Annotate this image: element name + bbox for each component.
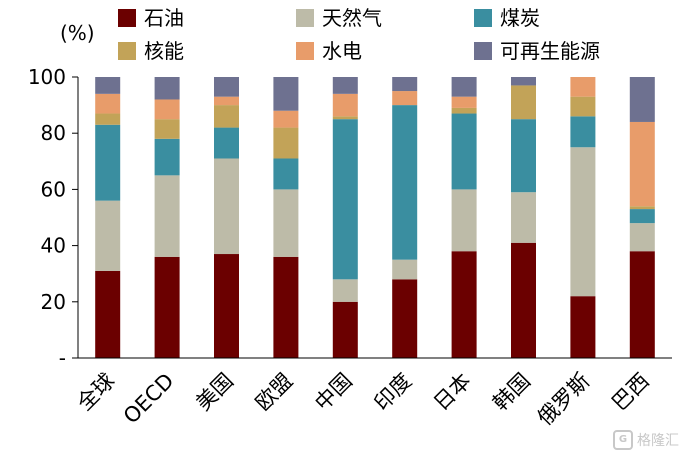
watermark-logo-icon: G <box>613 430 633 450</box>
bar-segment-0-5 <box>95 77 121 94</box>
bar-segment-2-1 <box>214 158 239 255</box>
legend-label-4: 水电 <box>322 39 362 63</box>
bar-segment-2-3 <box>214 105 239 128</box>
bar-segment-8-0 <box>570 296 596 358</box>
legend-label-5: 可再生能源 <box>500 39 600 63</box>
bar-segment-4-2 <box>332 119 358 280</box>
bar-segment-7-2 <box>511 119 536 193</box>
bar-segment-6-1 <box>451 189 477 252</box>
bar-segment-8-3 <box>570 96 596 117</box>
bar-segment-5-4 <box>392 91 418 106</box>
x-tick-label-1: OECD <box>119 369 179 429</box>
bar-segment-3-5 <box>273 77 299 111</box>
y-tick-label-5: 100 <box>28 65 66 89</box>
y-tick-label-0: - <box>59 346 66 370</box>
bar-segment-6-0 <box>451 251 477 358</box>
bar-segment-9-2 <box>629 209 655 224</box>
y-unit-label: (%) <box>60 21 95 45</box>
x-tick-label-0: 全球 <box>73 369 120 416</box>
bar-segment-4-5 <box>332 77 358 94</box>
x-tick-label-7: 韩国 <box>488 369 535 416</box>
x-tick-label-5: 印度 <box>370 369 417 416</box>
bar-segment-9-5 <box>629 77 655 122</box>
x-tick-label-4: 中国 <box>310 369 357 416</box>
x-tick-label-8: 俄罗斯 <box>533 369 595 431</box>
bar-segment-6-4 <box>451 96 477 108</box>
bar-segment-7-5 <box>511 77 536 86</box>
bar-segment-8-2 <box>570 116 596 148</box>
watermark-text: 格隆汇 <box>637 433 679 449</box>
legend-label-2: 煤炭 <box>500 6 540 30</box>
y-tick-label-4: 80 <box>41 121 66 145</box>
bar-segment-5-5 <box>392 77 418 92</box>
bar-segment-7-3 <box>511 85 536 120</box>
legend-label-0: 石油 <box>144 6 184 30</box>
y-tick-label-1: 20 <box>41 290 66 314</box>
bar-segment-4-3 <box>332 116 358 120</box>
bar-segment-7-0 <box>511 242 536 358</box>
x-tick-label-2: 美国 <box>191 369 238 416</box>
bar-segment-1-4 <box>154 99 180 120</box>
bar-segment-3-3 <box>273 127 299 159</box>
bar-segment-1-5 <box>154 77 180 100</box>
y-tick-label-2: 40 <box>41 234 66 258</box>
bar-segment-0-1 <box>95 200 121 271</box>
bar-segment-1-0 <box>154 256 180 358</box>
legend-swatch-3 <box>118 42 136 60</box>
y-tick-label-3: 60 <box>41 177 66 201</box>
bar-segment-7-1 <box>511 192 536 243</box>
bar-segment-1-1 <box>154 175 180 257</box>
legend-swatch-5 <box>474 42 492 60</box>
bar-segment-6-3 <box>451 107 477 114</box>
bar-segment-0-4 <box>95 93 121 114</box>
y-axis: - 20 40 60 80 100 <box>28 65 79 370</box>
bar-segment-9-3 <box>629 206 655 210</box>
bar-segment-4-4 <box>332 93 358 117</box>
x-tick-label-9: 巴西 <box>607 369 654 416</box>
watermark: G 格隆汇 <box>613 430 679 450</box>
bar-segment-1-2 <box>154 138 180 176</box>
bar-segment-6-2 <box>451 113 477 190</box>
bar-segment-3-2 <box>273 158 299 190</box>
x-tick-label-3: 欧盟 <box>251 369 298 416</box>
x-tick-label-6: 日本 <box>429 369 476 416</box>
bar-segment-4-0 <box>332 301 358 358</box>
legend-swatch-0 <box>118 9 136 27</box>
bar-segment-6-5 <box>451 77 477 97</box>
bar-segment-8-4 <box>570 77 596 97</box>
legend-swatch-1 <box>296 9 314 27</box>
legend-swatch-2 <box>474 9 492 27</box>
legend-swatch-4 <box>296 42 314 60</box>
bar-segment-0-0 <box>95 270 121 358</box>
bar-segment-3-4 <box>273 110 299 128</box>
bar-segment-5-1 <box>392 259 418 280</box>
bar-segment-3-1 <box>273 189 299 257</box>
bar-segment-3-0 <box>273 256 299 358</box>
bars <box>95 77 655 358</box>
bar-segment-0-2 <box>95 124 121 201</box>
bar-segment-5-0 <box>392 279 418 358</box>
bar-segment-4-1 <box>332 279 358 302</box>
bar-segment-9-4 <box>629 121 655 207</box>
bar-segment-9-1 <box>629 223 655 252</box>
bar-segment-2-2 <box>214 127 239 159</box>
bar-segment-5-2 <box>392 105 418 260</box>
bar-segment-2-5 <box>214 77 239 97</box>
bar-segment-8-1 <box>570 147 596 297</box>
bar-segment-0-3 <box>95 113 121 125</box>
bar-segment-9-0 <box>629 251 655 358</box>
bar-segment-2-0 <box>214 254 239 358</box>
bar-segment-1-3 <box>154 119 180 139</box>
bar-segment-2-4 <box>214 96 239 106</box>
legend-label-3: 核能 <box>144 39 184 63</box>
legend-label-1: 天然气 <box>322 6 382 30</box>
